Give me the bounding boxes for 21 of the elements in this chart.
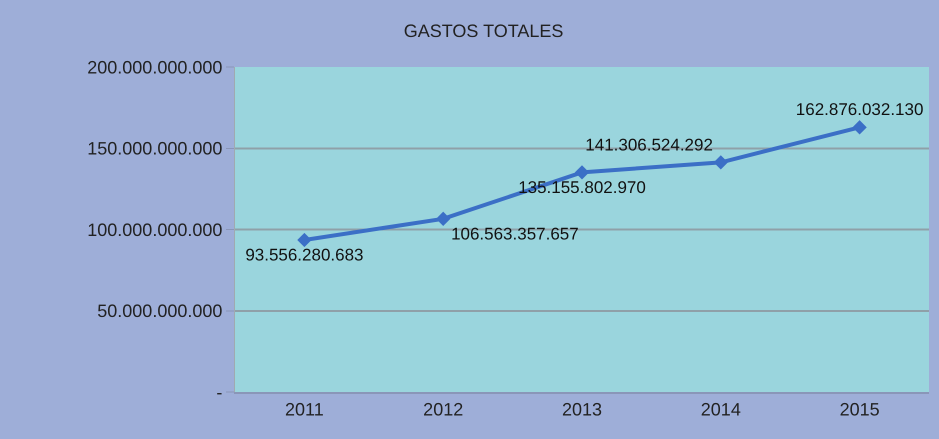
y-tick-label: 200.000.000.000 <box>87 57 222 78</box>
x-tick-label: 2014 <box>700 400 741 420</box>
point <box>297 232 312 248</box>
x-tick-label: 2012 <box>423 400 464 420</box>
chart-title: GASTOS TOTALES <box>404 21 564 42</box>
data-label: 106.563.357.657 <box>451 224 579 244</box>
x-tick-label: 2015 <box>840 400 880 420</box>
y-tick-label: 150.000.000.000 <box>87 138 222 159</box>
point <box>714 155 728 170</box>
y-tick-label: 50.000.000.000 <box>97 301 222 322</box>
data-label: 141.306.524.292 <box>585 135 713 154</box>
data-label: 162.876.032.130 <box>796 100 924 120</box>
data-label: 135.155.802.970 <box>518 178 646 197</box>
x-tick-label: 2011 <box>285 400 324 420</box>
x-tick-label: 2013 <box>562 400 602 420</box>
data-label: 93.556.280.683 <box>245 246 364 265</box>
point <box>574 165 590 180</box>
y-tick-label: - <box>216 382 222 402</box>
point <box>436 212 450 226</box>
point <box>852 120 867 134</box>
y-tick-label: 100.000.000.000 <box>87 220 222 240</box>
